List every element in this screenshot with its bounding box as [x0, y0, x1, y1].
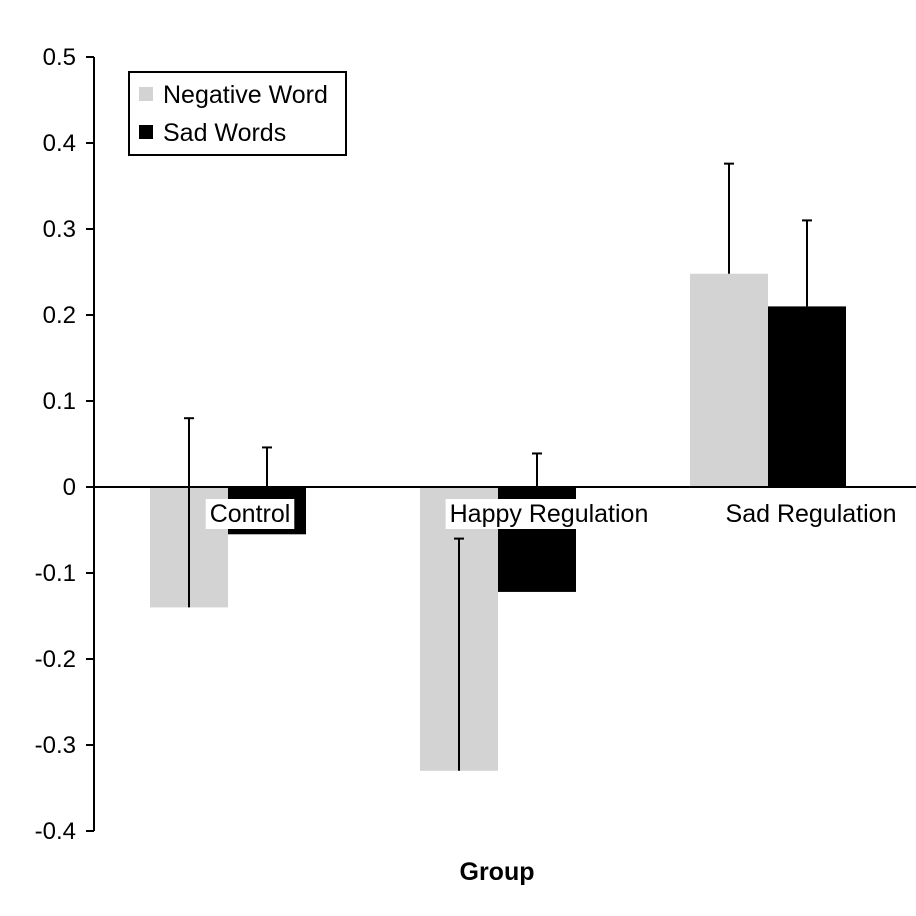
- error-bar-negative-word-0: [184, 417, 194, 608]
- y-tick-label: 0.4: [43, 130, 76, 157]
- y-tick-label: -0.3: [35, 732, 76, 759]
- svg-text:Happy Regulation: Happy Regulation: [450, 500, 649, 528]
- error-bar-negative-word-1: [454, 537, 464, 771]
- error-bar-sad-words-1: [532, 452, 542, 487]
- legend-box: [128, 71, 347, 156]
- svg-text:Control: Control: [210, 500, 291, 528]
- error-bar-sad-words-0: [262, 446, 272, 487]
- bar-negative-word-2: [690, 273, 768, 487]
- y-tick-label: -0.1: [35, 560, 76, 587]
- category-label-0: Control: [205, 499, 295, 529]
- legend-item-negative-word: Negative Word: [139, 81, 328, 109]
- y-tick-label: 0.3: [43, 216, 76, 243]
- category-label-1: Happy Regulation: [445, 499, 653, 529]
- x-axis-title: Group: [460, 858, 535, 886]
- bar-sad-words-2: [768, 306, 846, 487]
- category-label-2: Sad Regulation: [721, 499, 901, 529]
- category-labels: Control Happy Regulation Sad Regulation: [205, 499, 901, 529]
- legend-item-sad-words: Sad Words: [139, 119, 286, 147]
- legend-label: Sad Words: [163, 119, 286, 147]
- svg-text:Sad Regulation: Sad Regulation: [726, 500, 897, 528]
- legend-swatch: [139, 87, 153, 101]
- y-axis: 0.5 0.4 0.3 0.2 0.1 0 -0.1 -0.2 -0.3 -0.4: [35, 44, 916, 845]
- legend-label: Negative Word: [163, 81, 328, 109]
- error-bars-layer: [184, 162, 812, 771]
- legend: Negative Word Sad Words: [128, 71, 347, 156]
- y-tick-label: 0.1: [43, 388, 76, 415]
- legend-swatch: [139, 125, 153, 139]
- error-bar-negative-word-2: [724, 162, 734, 274]
- y-tick-label: 0: [63, 474, 76, 501]
- error-bar-sad-words-2: [802, 219, 812, 307]
- y-tick-label: 0.2: [43, 302, 76, 329]
- y-tick-label: -0.2: [35, 646, 76, 673]
- y-tick-label: -0.4: [35, 818, 76, 845]
- y-tick-label: 0.5: [43, 44, 76, 71]
